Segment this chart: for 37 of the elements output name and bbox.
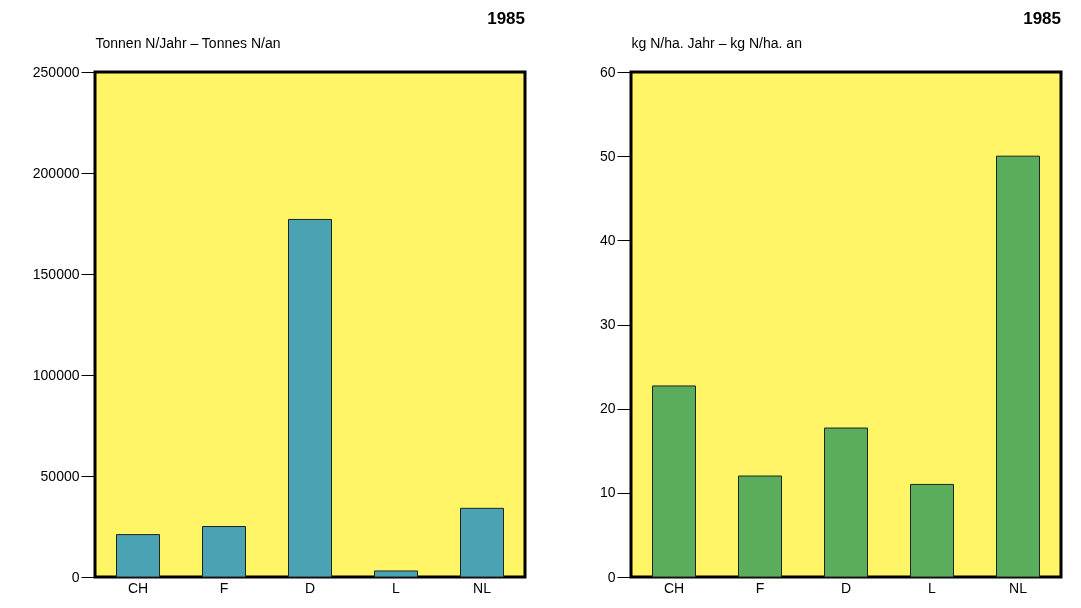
y-tick-label: 250000 [32,63,80,80]
y-tick-label: 20 [599,400,616,417]
x-tick-label: D [304,579,316,596]
x-tick-label: CH [663,579,685,596]
bar [910,483,954,578]
y-tick-label: 200000 [32,164,80,181]
y-tick-label: 0 [71,568,80,585]
x-tick-label: F [755,579,765,596]
bar [288,218,332,578]
y-tick-label: 0 [607,568,616,585]
chart-title: 1985 [1023,9,1061,28]
chart-title: 1985 [487,9,525,28]
bar [202,526,246,578]
bar [996,155,1040,578]
bar [116,534,160,578]
bar [460,507,504,578]
y-axis-title: Tonnen N/Jahr – Tonnes N/an [95,34,281,51]
x-tick-label: NL [473,579,492,596]
x-tick-label: F [219,579,229,596]
bar [374,570,418,578]
y-tick-label: 100000 [32,366,80,383]
x-tick-label: D [840,579,852,596]
y-tick-label: 30 [599,316,616,332]
x-tick-label: L [392,579,401,596]
bar [824,427,868,578]
bar [738,475,782,578]
y-axis-title: kg N/ha. Jahr – kg N/ha. an [631,34,802,51]
x-tick-label: L [928,579,937,596]
y-tick-label: 150000 [32,265,80,282]
y-tick-label: 10 [599,484,616,501]
y-tick-label: 40 [599,231,616,248]
bar [652,385,696,578]
y-tick-label: 60 [599,63,616,80]
y-tick-label: 50000 [40,467,80,484]
x-tick-label: NL [1009,579,1028,596]
x-tick-label: CH [127,579,149,596]
y-tick-label: 50 [599,147,616,164]
